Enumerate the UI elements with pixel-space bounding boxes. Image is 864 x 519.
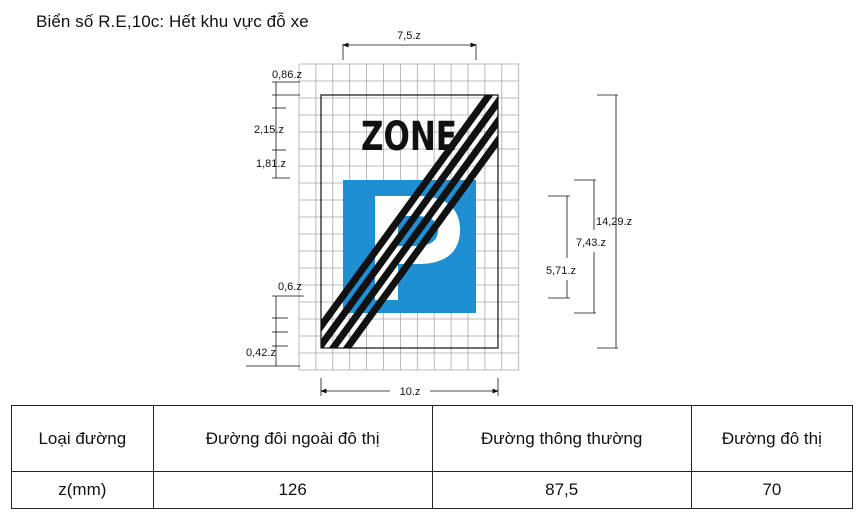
dim-blue-height: [574, 179, 596, 314]
dim-total-height: [597, 94, 618, 349]
dim-gap-below-zone: 1,81.z: [256, 158, 286, 170]
header-cell-urban: Đường đô thị: [690, 405, 854, 472]
dim-stripe-offset: 0,6.z: [278, 281, 302, 293]
zone-text: ZONE: [361, 114, 457, 160]
dim-blue-height-label: 7,43.z: [576, 237, 606, 249]
dim-top-width: 7,5.z: [342, 30, 477, 60]
value-urban: 70: [690, 471, 854, 509]
stripe-3: [328, 115, 498, 348]
dim-total-height-label: 14,29.z: [596, 216, 632, 228]
stripe-4: [342, 134, 498, 348]
header-cell-road-type: Loại đường: [11, 405, 154, 472]
dim-stripe-width: 0,42.z: [246, 347, 276, 359]
stripe-2: [321, 96, 498, 348]
parking-letter-text: P: [0, 0, 1, 1]
dim-left-top: [272, 81, 300, 179]
value-divided: 126: [152, 471, 433, 509]
header-cell-ordinary: Đường thông thường: [431, 405, 692, 472]
sign-diagram: P ZONE 7,5.z 10.z 0,86.z 2,15.z 1,81.z: [0, 0, 632, 398]
dim-top-margin: 0,86.z: [272, 69, 302, 81]
dim-p-height-label: 5,71.z: [546, 265, 576, 277]
end-zone-stripes: [321, 95, 498, 348]
svg-text:10.z: 10.z: [400, 386, 421, 398]
dim-zone-height: 2,15.z: [254, 124, 284, 136]
dim-left-bottom: [246, 295, 304, 367]
size-table: Loại đường Đường đôi ngoài đô thị Đường …: [11, 405, 854, 509]
dim-p-height: [548, 195, 570, 299]
row-label: z(mm): [11, 471, 154, 509]
sign-frame: [320, 94, 499, 349]
table-header-row: Loại đường Đường đôi ngoài đô thị Đường …: [11, 405, 854, 472]
stripe-1: [321, 95, 494, 333]
dim-bottom-width: 10.z: [320, 378, 499, 398]
header-cell-divided: Đường đôi ngoài đô thị: [152, 405, 433, 472]
svg-text:7,5.z: 7,5.z: [397, 30, 421, 42]
page-title: Biển số R.E,10c: Hết khu vực đỗ xe: [36, 12, 309, 31]
table-row: z(mm) 126 87,5 70: [11, 471, 854, 509]
value-ordinary: 87,5: [431, 471, 692, 509]
